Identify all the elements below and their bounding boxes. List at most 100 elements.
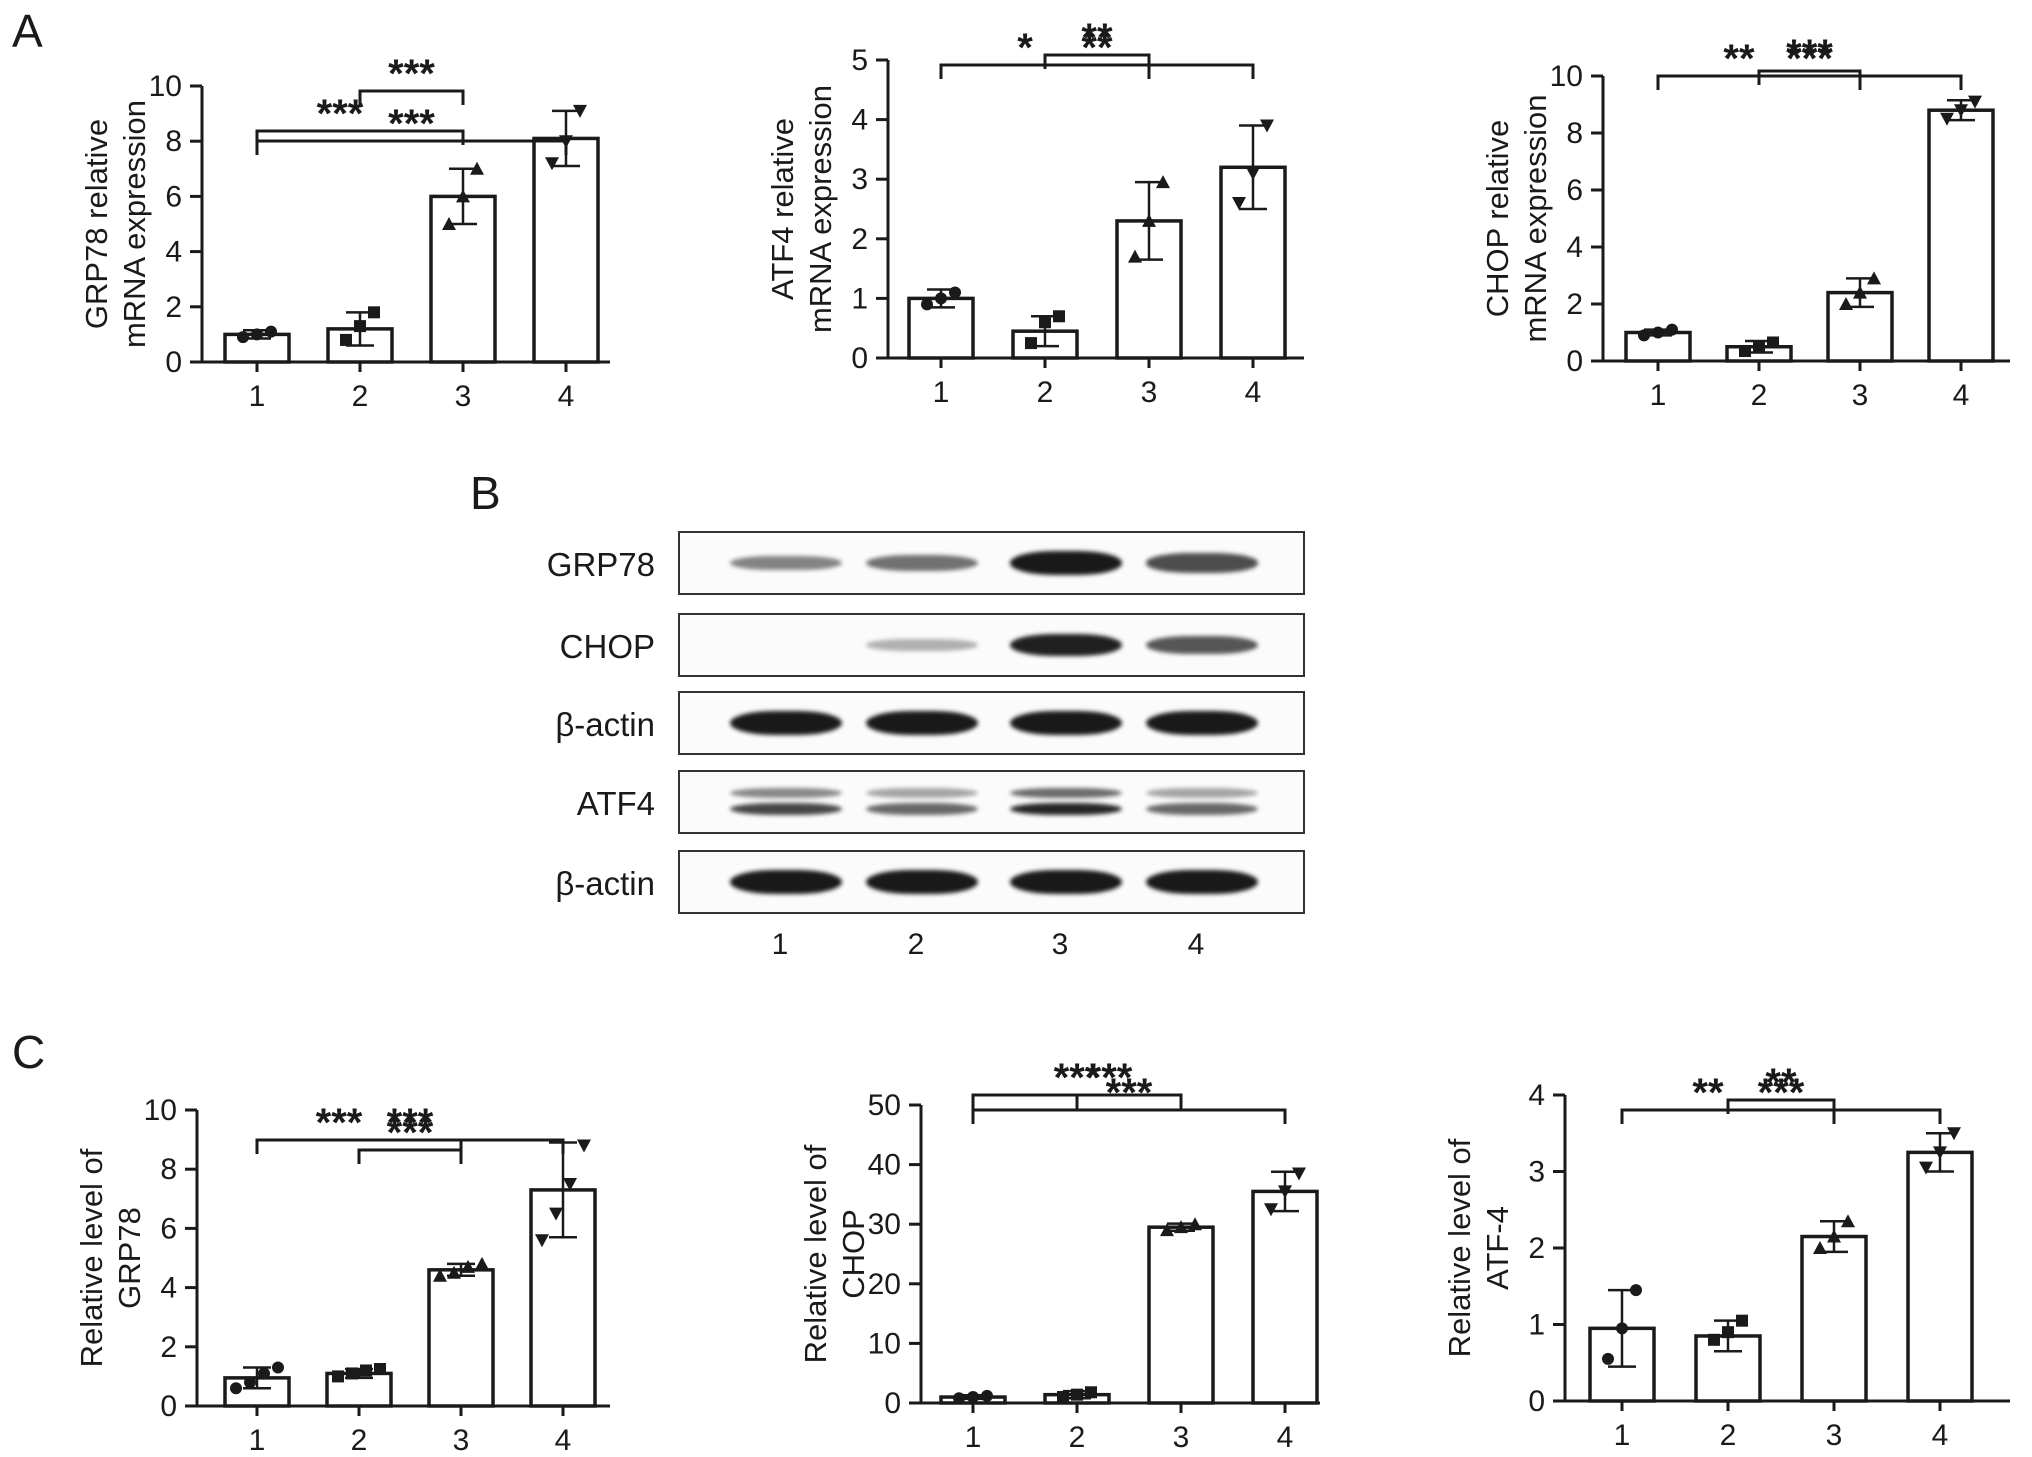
data-point [1739,345,1751,358]
y-tick-label: 3 [1528,1156,1545,1189]
data-point [251,328,263,341]
data-point [1025,337,1037,350]
significance-label: ** [1723,37,1755,81]
data-point [272,1361,284,1374]
blot-band [730,711,842,735]
data-point [1260,119,1274,133]
y-tick-label: 8 [165,125,182,158]
data-point [470,161,484,175]
y-tick-label: 2 [851,223,868,256]
blot-band [1146,803,1258,815]
y-tick-label: 10 [1550,60,1583,93]
data-point [1947,1127,1961,1141]
significance-bracket [1043,53,1151,69]
blot-band [730,788,842,798]
data-point [1940,112,1954,126]
y-tick-label: 1 [1528,1309,1545,1342]
blot-band [1146,635,1258,655]
blot-strip [678,770,1305,834]
blot-band [1010,551,1122,575]
data-point [1954,104,1968,118]
data-point [1039,316,1051,329]
data-point [447,1265,461,1279]
y-tick-label: 0 [851,342,868,375]
data-point [563,1178,577,1191]
significance-label: *** [1786,37,1833,81]
blot-band [730,803,842,815]
y-tick-label: 1 [851,282,868,315]
x-tick-label: 4 [1277,1421,1294,1454]
data-point [953,1392,965,1405]
significance-bracket [255,129,465,145]
significance-label: *** [1758,1071,1805,1115]
y-tick-label: 0 [165,346,182,379]
y-tick-label: 0 [1566,345,1583,378]
significance-label: *** [1106,1071,1153,1115]
data-point [573,104,587,118]
significance-bracket [1757,69,1862,85]
y-tick-label: 2 [160,1331,177,1364]
data-point [1053,310,1065,323]
blot-band [866,711,978,735]
data-point [230,1382,242,1395]
y-axis-label-line: ATF4 relative [765,118,800,300]
blot-row-label: GRP78 [546,546,655,583]
blot-band [866,803,978,815]
significance-label: *** [388,52,435,96]
panel-letter-c: C [12,1026,46,1078]
y-axis-label-line: Relative level of [798,1144,833,1363]
significance-label: *** [1054,1056,1101,1100]
x-tick-label: 3 [1141,376,1158,409]
y-axis-label-line: Relative level of [1442,1138,1477,1357]
y-tick-label: 8 [1566,117,1583,150]
blot-band [866,639,978,651]
data-point [1156,175,1170,189]
blot-band [1010,788,1122,798]
x-tick-label: 3 [1826,1419,1843,1452]
blot-row-label: ATF4 [576,785,655,822]
blot-band [866,788,978,798]
data-point [1188,1217,1202,1231]
x-tick-label: 1 [249,1424,266,1457]
y-tick-label: 40 [868,1149,901,1182]
data-point [1933,1146,1947,1160]
blot-lane-label: 2 [907,928,925,961]
blot-band [1146,788,1258,798]
x-tick-label: 1 [965,1421,982,1454]
data-point [332,1370,344,1383]
significance-label: *** [316,1101,363,1145]
y-tick-label: 50 [868,1089,901,1122]
x-tick-label: 2 [352,380,369,413]
blot-strip [678,850,1305,914]
x-tick-label: 1 [1614,1419,1631,1452]
data-point [1160,1223,1174,1237]
data-point [475,1256,489,1270]
data-point [577,1139,591,1153]
y-tick-label: 2 [165,291,182,324]
data-point [1616,1322,1628,1335]
data-point [967,1391,979,1404]
blot-band [1010,803,1122,815]
data-point [1630,1284,1642,1297]
significance-label: ** [1765,1061,1797,1105]
blot-lane-label: 4 [1187,928,1205,961]
y-tick-label: 10 [144,1094,177,1127]
significance-bracket [255,1138,463,1154]
blot-strip [678,691,1305,755]
y-axis-label: Relative level ofGRP78 [74,1148,147,1367]
bar [1800,1234,1868,1403]
data-point [921,298,933,311]
data-point [442,217,456,230]
y-tick-label: 4 [851,104,868,137]
data-point [1638,329,1650,342]
data-point [1057,1391,1069,1404]
significance-bracket [255,139,568,155]
y-tick-label: 4 [165,236,182,269]
y-tick-label: 10 [149,70,182,103]
data-point [1232,197,1246,211]
bar [1906,1150,1974,1403]
y-tick-label: 20 [868,1268,901,1301]
